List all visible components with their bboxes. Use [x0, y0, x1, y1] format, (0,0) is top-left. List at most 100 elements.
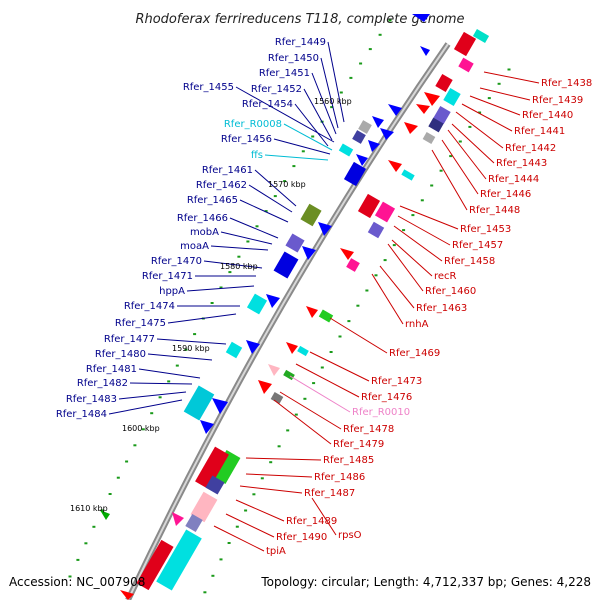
scale-dot — [402, 229, 406, 232]
gene-label: Rfer_1448 — [469, 205, 520, 216]
callout-line — [327, 41, 345, 123]
gene-label: Rfer_1469 — [389, 348, 440, 359]
scale-dot — [507, 68, 511, 71]
gene-label: Rfer_1484 — [56, 409, 107, 420]
gene-block — [358, 120, 372, 134]
gene-label: Rfer_1452 — [251, 84, 302, 95]
scale-dot — [320, 366, 324, 369]
scale-dot — [252, 493, 256, 496]
scale-dot — [497, 82, 501, 85]
gene-arrow — [100, 510, 110, 520]
scale-dot — [125, 460, 129, 463]
kbp-label: 1570 kbp — [268, 180, 306, 189]
gene-label: rpsO — [338, 530, 362, 541]
kbp-label: 1580 kbp — [220, 262, 258, 271]
callout-line — [203, 260, 263, 269]
scale-dot — [365, 289, 369, 292]
scale-dot — [211, 574, 215, 577]
callout-line — [303, 88, 333, 141]
scale-dot — [368, 48, 372, 51]
gene-label: Rfer_1463 — [416, 303, 467, 314]
gene-label: Rfer_1444 — [488, 174, 539, 185]
scale-dot — [392, 244, 396, 247]
gene-block — [401, 169, 415, 181]
scale-dot — [378, 33, 382, 36]
callout-line — [441, 139, 479, 195]
scale-dot — [269, 461, 273, 464]
gene-features — [100, 14, 490, 600]
scale-dot — [439, 169, 443, 172]
scale-dot — [430, 184, 434, 187]
callout-line — [379, 265, 415, 309]
scale-dot — [184, 348, 188, 351]
gene-label: Rfer_1442 — [505, 143, 556, 154]
gene-label: Rfer_1470 — [151, 256, 202, 267]
scale-dot — [374, 274, 378, 277]
gene-arrow — [286, 342, 298, 354]
callout-line — [295, 363, 360, 398]
callout-line — [309, 351, 370, 382]
gene-label: Rfer_1476 — [361, 392, 412, 403]
gene-label: Rfer_1465 — [187, 195, 238, 206]
gene-label: Rfer_1441 — [514, 126, 565, 137]
scale-dot — [133, 444, 137, 447]
scale-dot — [210, 302, 214, 304]
scale-dot — [458, 140, 462, 143]
gene-block — [297, 345, 309, 357]
callout-line — [451, 123, 495, 164]
gene-arrow — [388, 104, 402, 116]
gene-label: Rfer_1474 — [124, 301, 175, 312]
gene-block — [428, 117, 444, 133]
gene-block — [246, 293, 268, 315]
gene-arrow — [368, 140, 380, 152]
scale-dot — [349, 76, 353, 79]
gene-label: Rfer_1480 — [95, 349, 146, 360]
callout-line — [167, 313, 237, 324]
callout-line — [294, 103, 329, 147]
gene-block — [285, 233, 305, 253]
scale-dot — [264, 210, 268, 213]
gene-label: Rfer_1461 — [202, 165, 253, 176]
gene-arrow — [356, 154, 368, 166]
scale-dot — [347, 320, 351, 323]
gene-label: Rfer_1486 — [314, 472, 365, 483]
callout-line — [273, 138, 331, 155]
scale-dot — [158, 396, 162, 399]
callout-line — [431, 149, 468, 211]
callout-line — [320, 57, 339, 129]
gene-block — [300, 203, 322, 227]
scale-dot — [301, 150, 305, 153]
callout-line — [248, 184, 293, 213]
scale-dot — [203, 591, 207, 594]
callout-line — [239, 485, 303, 494]
callout-line — [254, 169, 297, 207]
callout-line — [387, 243, 424, 292]
gene-label: Rfer_1471 — [142, 271, 193, 282]
gene-label: rnhA — [405, 319, 429, 330]
gene-block — [453, 31, 477, 57]
callout-line — [447, 129, 487, 180]
gene-block — [367, 221, 385, 239]
callout-line — [264, 154, 329, 161]
gene-block — [156, 529, 202, 591]
callout-line — [289, 375, 351, 413]
map-title: Rhodoferax ferrireducens T118, complete … — [135, 12, 464, 27]
callout-line — [397, 215, 451, 246]
gene-label: Rfer_1438 — [541, 78, 592, 89]
scale-dot — [311, 135, 315, 138]
gene-block — [211, 450, 241, 484]
gene-arrow — [340, 248, 354, 260]
callout-line — [213, 525, 265, 552]
gene-label: Rfer_1466 — [177, 213, 228, 224]
gene-block — [458, 57, 474, 73]
gene-arrow — [380, 128, 394, 140]
callout-line — [129, 382, 193, 385]
gene-label: Rfer_R0010 — [352, 407, 410, 418]
gene-arrow — [416, 104, 430, 114]
scale-dot — [283, 180, 287, 183]
scale-dot — [273, 195, 277, 198]
summary-text: Topology: circular; Length: 4,712,337 bp… — [260, 575, 591, 589]
scale-dot — [359, 62, 363, 65]
gene-arrow — [120, 590, 134, 600]
gene-label: Rfer_1481 — [86, 364, 137, 375]
